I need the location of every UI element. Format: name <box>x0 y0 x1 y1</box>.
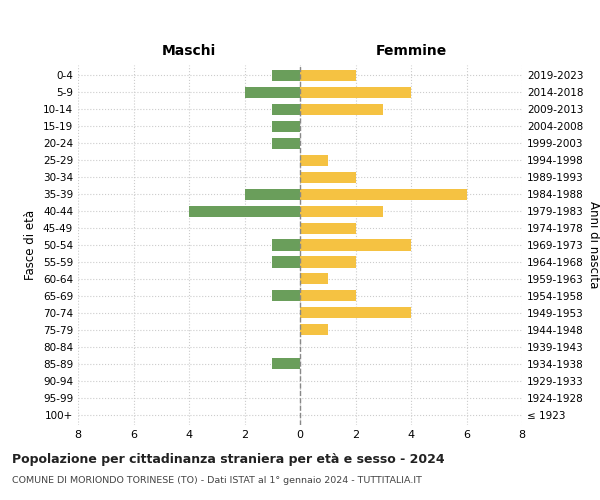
Bar <box>272 138 300 148</box>
Bar <box>300 324 328 336</box>
Bar <box>300 172 355 182</box>
Bar <box>272 240 300 250</box>
Bar <box>272 358 300 370</box>
Bar <box>300 188 467 200</box>
Bar <box>300 256 355 268</box>
Bar <box>300 222 355 234</box>
Y-axis label: Fasce di età: Fasce di età <box>25 210 37 280</box>
Bar <box>189 206 300 216</box>
Bar <box>300 290 355 302</box>
Text: Femmine: Femmine <box>376 44 446 58</box>
Text: Maschi: Maschi <box>162 44 216 58</box>
Bar <box>272 70 300 80</box>
Bar <box>272 290 300 302</box>
Bar <box>300 206 383 216</box>
Bar <box>300 240 411 250</box>
Y-axis label: Anni di nascita: Anni di nascita <box>587 202 600 288</box>
Bar <box>245 188 300 200</box>
Bar <box>272 256 300 268</box>
Bar <box>300 308 411 318</box>
Bar <box>300 274 328 284</box>
Bar <box>300 104 383 115</box>
Text: COMUNE DI MORIONDO TORINESE (TO) - Dati ISTAT al 1° gennaio 2024 - TUTTITALIA.IT: COMUNE DI MORIONDO TORINESE (TO) - Dati … <box>12 476 422 485</box>
Bar <box>300 86 411 98</box>
Bar <box>300 154 328 166</box>
Bar <box>300 70 355 80</box>
Bar <box>272 120 300 132</box>
Text: Popolazione per cittadinanza straniera per età e sesso - 2024: Popolazione per cittadinanza straniera p… <box>12 452 445 466</box>
Bar <box>272 104 300 115</box>
Bar <box>245 86 300 98</box>
